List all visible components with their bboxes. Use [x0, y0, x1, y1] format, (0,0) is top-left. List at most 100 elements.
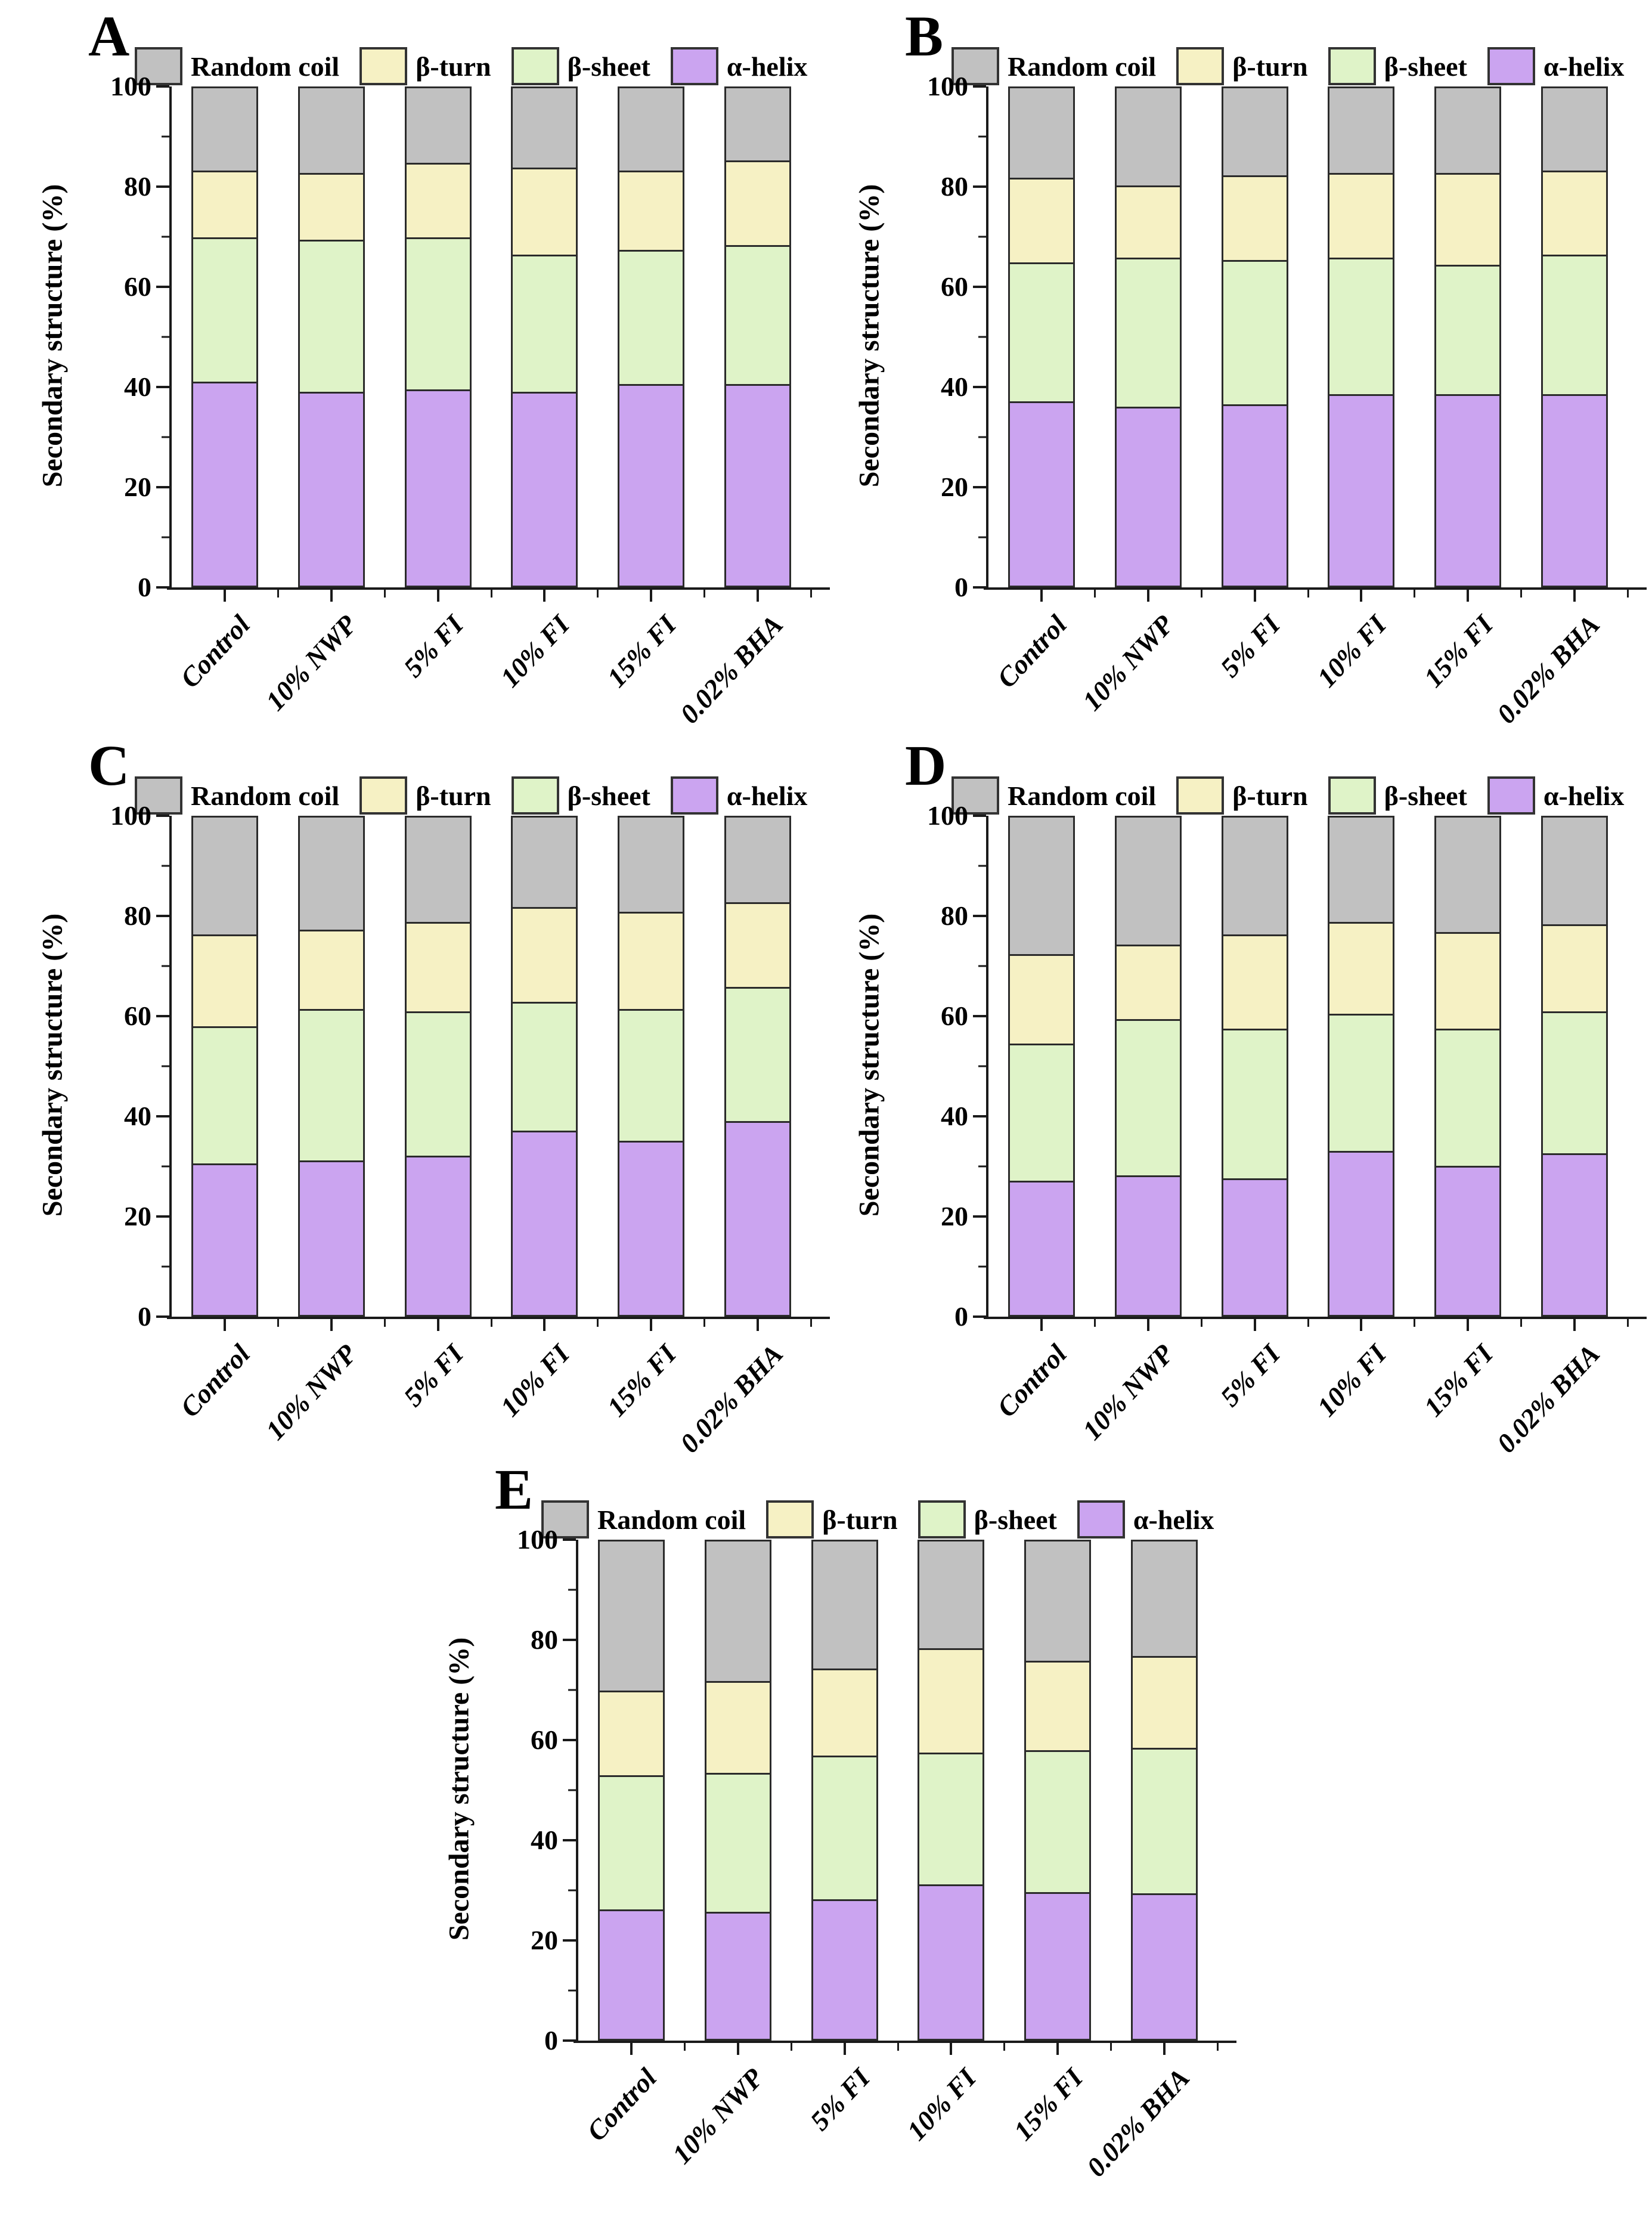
x-minor-tick [1003, 2043, 1006, 2051]
bar-segment-beta-turn [813, 1668, 876, 1756]
stacked-bar-4 [511, 86, 578, 587]
stacked-bar-1 [191, 816, 259, 1317]
bar-segment-alpha-helix [1026, 1892, 1089, 2039]
x-major-tick [1253, 590, 1256, 602]
category-label: 10% FI [901, 2062, 982, 2147]
category-label: 5% FI [1214, 1338, 1286, 1413]
x-minor-tick [1414, 1319, 1416, 1327]
bar-segment-beta-turn [1436, 931, 1499, 1029]
legend-item-random-coil: Random coil [951, 47, 1156, 85]
legend-swatch-random-coil [135, 776, 182, 815]
bar-segment-alpha-helix [619, 1141, 683, 1315]
stacked-bar-6 [1130, 1540, 1198, 2041]
bar-segment-beta-sheet [300, 240, 363, 392]
bar-segment-beta-sheet [619, 250, 683, 385]
bar-segment-alpha-helix [813, 1899, 876, 2039]
category-label: 5% FI [804, 2062, 876, 2137]
bar-segment-random-coil [1542, 88, 1606, 171]
category-label: 15% FI [601, 609, 683, 694]
x-minor-tick [810, 1319, 812, 1327]
y-minor-tick [978, 1165, 986, 1168]
x-major-tick [756, 590, 759, 602]
bar-segment-random-coil [919, 1541, 983, 1649]
bar-segment-random-coil [1329, 88, 1393, 173]
bar-segment-beta-sheet [619, 1009, 683, 1141]
x-minor-tick [790, 2043, 792, 2051]
bar-segment-beta-turn [619, 912, 683, 1010]
category-label: 10% NWP [259, 1338, 363, 1446]
legend-swatch-beta-sheet [1328, 47, 1376, 85]
legend-label-alpha-helix: α-helix [1133, 1504, 1214, 1535]
legend-swatch-alpha-helix [670, 47, 718, 85]
legend-label-beta-turn: β-turn [416, 780, 491, 811]
bar-segment-beta-turn [1026, 1661, 1089, 1751]
bar-segment-alpha-helix [1436, 394, 1499, 586]
bar-segment-random-coil [1223, 88, 1287, 175]
bar-segment-beta-sheet [600, 1775, 664, 1910]
y-minor-tick [568, 1889, 576, 1892]
legend-swatch-beta-turn [1176, 47, 1225, 85]
bar-segment-beta-turn [1329, 922, 1393, 1014]
category-label: 0.02% BHA [1080, 2062, 1195, 2183]
legend-label-beta-turn: β-turn [1232, 780, 1308, 811]
y-major-tick [973, 185, 986, 188]
bar-segment-alpha-helix [726, 1120, 789, 1315]
category-label: 15% FI [601, 1338, 683, 1423]
y-major-tick [563, 1639, 576, 1641]
bar-segment-beta-turn [193, 934, 257, 1027]
stacked-bar-6 [724, 816, 791, 1317]
x-major-tick [1040, 590, 1043, 602]
category-label: Control [581, 2062, 663, 2147]
bar-segment-beta-sheet [1436, 1029, 1499, 1166]
x-major-tick [843, 2043, 846, 2055]
x-axis-line [167, 1317, 830, 1319]
y-major-tick [156, 586, 169, 589]
bar-segment-beta-turn [1223, 175, 1287, 260]
bar-segment-alpha-helix [919, 1884, 983, 2039]
plot-area: 0 20 40 60 80 100 Control 10% NWP 5% FI 10% FI 15… [110, 73, 830, 729]
bar-segment-beta-sheet [1132, 1748, 1196, 1893]
x-major-tick [330, 1319, 333, 1331]
x-minor-tick [1307, 1319, 1309, 1327]
y-minor-tick [568, 1989, 576, 1992]
x-minor-tick [703, 1319, 705, 1327]
legend-label-alpha-helix: α-helix [1543, 51, 1625, 82]
bar-segment-beta-turn [1436, 172, 1499, 265]
x-major-tick [1056, 2043, 1059, 2055]
bar-segment-random-coil [1542, 818, 1606, 925]
bar-segment-random-coil [193, 818, 257, 934]
bar-segment-alpha-helix [726, 384, 789, 586]
bar-segment-beta-sheet [406, 237, 470, 389]
legend-label-random-coil: Random coil [1008, 780, 1157, 811]
legend-swatch-alpha-helix [1487, 47, 1535, 85]
legend-item-alpha-helix: α-helix [1487, 47, 1625, 85]
y-major-tick [563, 1839, 576, 1841]
legend-label-beta-sheet: β-sheet [567, 51, 650, 82]
x-minor-tick [1094, 1319, 1096, 1327]
stacked-bar-4 [511, 816, 578, 1317]
stacked-bar-3 [811, 1540, 878, 2041]
legend-swatch-alpha-helix [670, 776, 718, 815]
x-minor-tick [684, 2043, 686, 2051]
y-major-tick [973, 85, 986, 88]
bar-segment-beta-sheet [193, 1026, 257, 1163]
bar-segment-alpha-helix [513, 1131, 577, 1315]
bar-segment-beta-sheet [1223, 1029, 1287, 1178]
legend-item-random-coil: Random coil [135, 776, 339, 815]
legend-swatch-random-coil [541, 1500, 589, 1539]
panel-letter: D [905, 733, 947, 797]
category-label: 10% FI [1311, 1338, 1393, 1423]
bar-segment-beta-sheet [193, 237, 257, 382]
panel-letter: B [905, 4, 944, 68]
stacked-bar-1 [598, 1540, 665, 2041]
y-major-tick [973, 1215, 986, 1218]
bar-segment-alpha-helix [193, 382, 257, 586]
plot-area: 0 20 40 60 80 100 Control 10% NWP 5% FI 10% FI 15… [517, 1526, 1236, 2183]
y-axis-title: Secondary structure (%) [853, 184, 885, 488]
legend: Random coil β-turn β-sheet α-helix [135, 776, 807, 815]
y-minor-tick [978, 336, 986, 338]
chart-panel-a: A Random coil β-turn β-sheet α-helix Second… [18, 3, 830, 742]
legend-item-beta-turn: β-turn [359, 47, 491, 85]
bar-segment-alpha-helix [513, 391, 577, 586]
bar-segment-beta-sheet [1436, 265, 1499, 394]
